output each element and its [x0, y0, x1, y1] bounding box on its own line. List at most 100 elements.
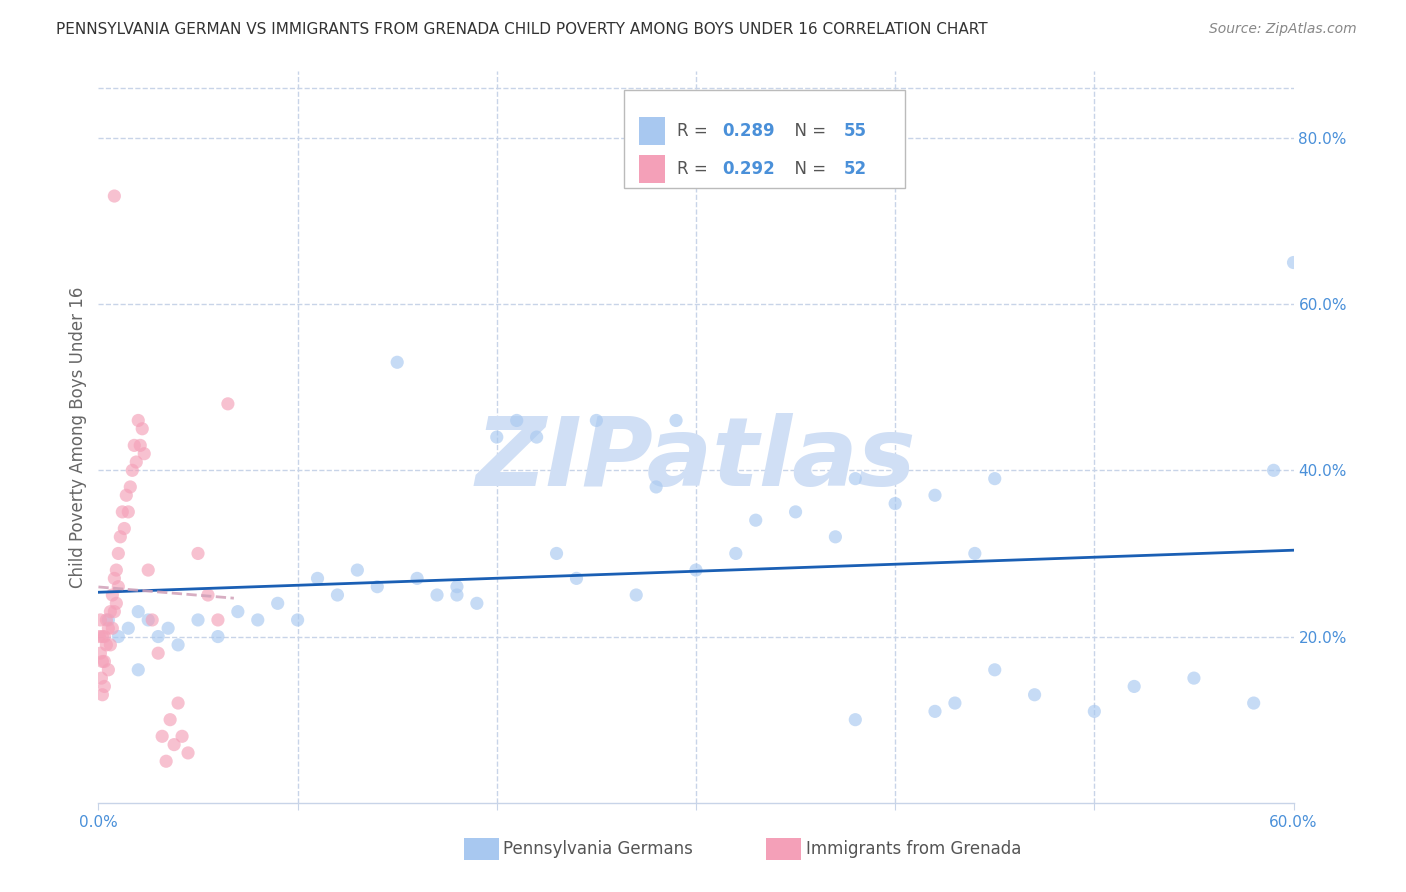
- Point: [110, 530, 132, 544]
- Point: [107, 580, 129, 594]
- FancyBboxPatch shape: [638, 118, 665, 145]
- Point: [93, 680, 115, 694]
- Point: [565, 571, 588, 585]
- Point: [984, 663, 1007, 677]
- Point: [1182, 671, 1205, 685]
- Point: [97, 613, 120, 627]
- Point: [187, 613, 209, 627]
- Point: [665, 413, 688, 427]
- Point: [346, 563, 368, 577]
- Point: [134, 447, 156, 461]
- Point: [89, 646, 111, 660]
- Point: [90, 671, 112, 685]
- Point: [107, 630, 129, 644]
- Point: [93, 630, 115, 644]
- Point: [98, 605, 122, 619]
- Text: Immigrants from Grenada: Immigrants from Grenada: [806, 840, 1021, 858]
- Point: [963, 546, 986, 560]
- Point: [105, 596, 128, 610]
- Point: [97, 663, 120, 677]
- Text: 52: 52: [844, 161, 868, 178]
- Point: [287, 613, 309, 627]
- Point: [155, 754, 177, 768]
- Point: [131, 422, 153, 436]
- Point: [96, 638, 118, 652]
- Point: [101, 588, 124, 602]
- Point: [117, 621, 139, 635]
- Point: [267, 596, 290, 610]
- Point: [207, 630, 229, 644]
- Text: Source: ZipAtlas.com: Source: ZipAtlas.com: [1209, 22, 1357, 37]
- Point: [91, 655, 114, 669]
- Point: [745, 513, 768, 527]
- Point: [89, 613, 111, 627]
- Point: [246, 613, 269, 627]
- Point: [685, 563, 707, 577]
- Point: [844, 472, 866, 486]
- Point: [115, 488, 138, 502]
- Point: [187, 546, 209, 560]
- Text: R =: R =: [676, 122, 713, 140]
- Point: [167, 696, 190, 710]
- Point: [127, 605, 149, 619]
- Point: [89, 630, 111, 644]
- Point: [307, 571, 329, 585]
- Text: 55: 55: [844, 122, 868, 140]
- Point: [163, 738, 186, 752]
- Point: [526, 430, 548, 444]
- Text: 0.289: 0.289: [723, 122, 775, 140]
- Point: [645, 480, 668, 494]
- Point: [117, 505, 139, 519]
- Point: [103, 605, 125, 619]
- Point: [406, 571, 429, 585]
- Point: [585, 413, 607, 427]
- Point: [1083, 705, 1105, 719]
- Point: [326, 588, 349, 602]
- Point: [103, 571, 125, 585]
- Point: [91, 688, 114, 702]
- Text: PENNSYLVANIA GERMAN VS IMMIGRANTS FROM GRENADA CHILD POVERTY AMONG BOYS UNDER 16: PENNSYLVANIA GERMAN VS IMMIGRANTS FROM G…: [56, 22, 988, 37]
- Point: [884, 497, 907, 511]
- Point: [446, 580, 468, 594]
- Point: [197, 588, 219, 602]
- Point: [1243, 696, 1265, 710]
- Text: Pennsylvania Germans: Pennsylvania Germans: [503, 840, 693, 858]
- Point: [105, 563, 128, 577]
- Point: [98, 638, 122, 652]
- Point: [103, 189, 125, 203]
- Point: [226, 605, 249, 619]
- Y-axis label: Child Poverty Among Boys Under 16: Child Poverty Among Boys Under 16: [69, 286, 87, 588]
- Point: [167, 638, 190, 652]
- Point: [366, 580, 388, 594]
- Point: [724, 546, 747, 560]
- Point: [107, 546, 129, 560]
- Point: [465, 596, 488, 610]
- Point: [506, 413, 529, 427]
- Point: [127, 663, 149, 677]
- Point: [141, 613, 163, 627]
- Point: [159, 713, 181, 727]
- Point: [1282, 255, 1305, 269]
- Point: [217, 397, 239, 411]
- Point: [426, 588, 449, 602]
- Point: [924, 488, 946, 502]
- Point: [124, 438, 146, 452]
- Point: [125, 455, 148, 469]
- Point: [148, 630, 170, 644]
- Point: [385, 355, 409, 369]
- Point: [136, 613, 159, 627]
- Point: [1123, 680, 1146, 694]
- Point: [157, 621, 180, 635]
- FancyBboxPatch shape: [624, 90, 905, 188]
- Point: [136, 563, 159, 577]
- Point: [485, 430, 508, 444]
- Point: [121, 463, 143, 477]
- Point: [97, 621, 120, 635]
- FancyBboxPatch shape: [638, 155, 665, 183]
- Point: [844, 713, 866, 727]
- Point: [150, 729, 173, 743]
- Point: [129, 438, 152, 452]
- Text: 0.292: 0.292: [723, 161, 775, 178]
- Point: [446, 588, 468, 602]
- Point: [546, 546, 568, 560]
